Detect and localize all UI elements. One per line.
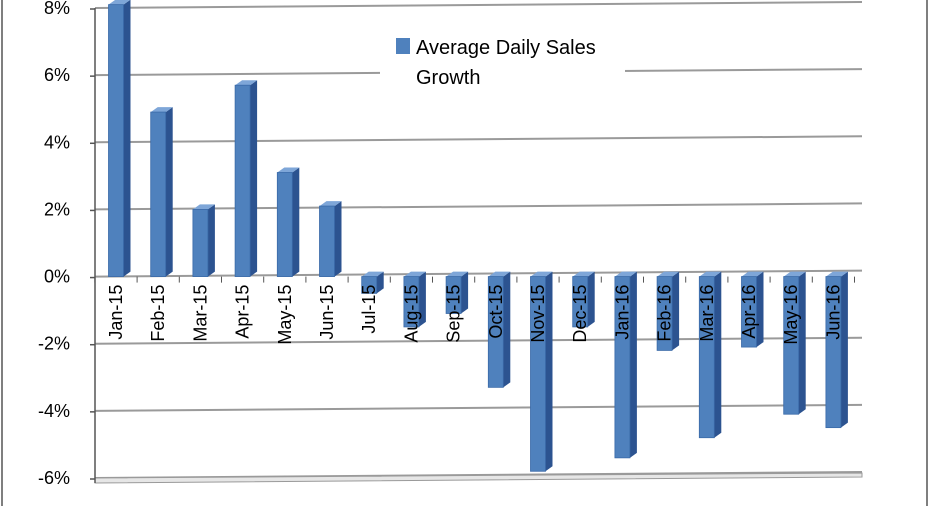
bar-side — [250, 80, 258, 277]
bar-top — [192, 204, 215, 210]
bar-top — [235, 80, 258, 86]
legend-label-line-1: Average Daily Sales — [416, 37, 596, 59]
x-category-label: Jan-15 — [106, 285, 126, 340]
gridline — [94, 403, 863, 412]
bar-side — [587, 271, 595, 327]
x-category-label: Jun-16 — [823, 285, 843, 340]
bar — [487, 276, 504, 388]
gridline — [94, 336, 863, 345]
bar — [108, 4, 124, 277]
bar-top — [783, 271, 806, 277]
bar-top — [403, 271, 426, 277]
bar — [656, 276, 673, 351]
bar-top — [530, 271, 553, 277]
bar-top — [150, 107, 173, 113]
x-category-label: Aug-15 — [401, 285, 421, 343]
x-category-label: Jun-15 — [317, 285, 337, 340]
bar — [741, 276, 757, 348]
bar-side — [123, 0, 131, 277]
bar-top — [446, 271, 469, 277]
x-category-label: May-15 — [275, 285, 295, 345]
bar — [530, 276, 546, 472]
bar-top — [488, 271, 511, 277]
x-category-labels: Jan-15 Feb-15 Mar-15 Apr-15 May-15 Jun-15 Jul-… — [106, 285, 843, 345]
bar-top — [319, 201, 342, 207]
bar-top — [825, 271, 848, 277]
x-category-label: Mar-15 — [190, 285, 210, 342]
bar-side — [545, 271, 553, 472]
bar-top — [657, 271, 680, 277]
legend: Average Daily Sales Growth — [380, 30, 625, 100]
x-category-label: Sep-15 — [444, 285, 464, 343]
x-category-label: May-16 — [781, 285, 801, 345]
legend-background — [380, 30, 625, 100]
x-category-label: Oct-15 — [486, 285, 506, 339]
x-category-label: Mar-16 — [697, 285, 717, 342]
x-category-label: Nov-15 — [528, 285, 548, 343]
gridline — [94, 1, 863, 9]
x-category-label: Dec-15 — [570, 285, 590, 343]
axes — [90, 8, 855, 483]
bar — [403, 276, 420, 328]
bar — [319, 205, 335, 277]
gridline — [94, 202, 863, 211]
bar-side — [461, 271, 469, 314]
gridline — [94, 269, 863, 278]
legend-label-line-2: Growth — [416, 67, 480, 89]
bar — [783, 276, 800, 415]
bar-side — [756, 271, 764, 348]
bar — [234, 84, 251, 277]
bar-side — [629, 271, 637, 458]
x-category-label: Feb-15 — [148, 285, 168, 342]
bar-side — [840, 271, 848, 428]
bar-side — [418, 271, 426, 327]
x-category-label: Jul-15 — [359, 285, 379, 334]
bar — [276, 172, 293, 277]
bar — [572, 276, 589, 328]
y-tick-label: 0% — [44, 267, 70, 287]
bars — [108, 0, 848, 472]
y-tick-label: 2% — [44, 199, 70, 219]
bar-side — [334, 201, 342, 277]
y-tick-label: 8% — [44, 0, 70, 18]
bar-side — [798, 271, 806, 415]
bar — [698, 276, 715, 439]
bar-side — [292, 167, 300, 277]
bar-side — [503, 271, 511, 388]
bar-side — [207, 204, 215, 277]
bar — [150, 111, 167, 277]
bar — [445, 276, 462, 314]
bar-top — [277, 167, 300, 173]
gridline — [94, 135, 863, 144]
bar-side — [672, 271, 680, 351]
x-category-label: Jan-16 — [612, 285, 632, 340]
bar-top — [108, 0, 130, 5]
bar-side — [714, 271, 722, 438]
y-tick-label: -2% — [38, 334, 70, 354]
bar-top — [699, 271, 722, 277]
y-tick-label: -4% — [38, 401, 70, 421]
y-tick-labels: -6% -4% -2% 0% 2% 4% 6% 8% — [38, 0, 70, 488]
bar-top — [572, 271, 595, 277]
bar — [614, 276, 631, 459]
bar-side — [376, 271, 384, 294]
x-category-label: Apr-16 — [739, 285, 759, 339]
y-tick-label: 4% — [44, 132, 70, 152]
y-tick-label: -6% — [38, 468, 70, 488]
bar-top — [614, 271, 637, 277]
bar — [192, 209, 209, 277]
bar — [361, 276, 378, 294]
bar — [825, 276, 842, 429]
bar-top — [741, 271, 764, 277]
x-category-label: Feb-16 — [655, 285, 675, 342]
bar-top — [361, 271, 384, 277]
legend-swatch — [396, 38, 410, 54]
y-tick-label: 6% — [44, 65, 70, 85]
bar-side — [165, 107, 173, 277]
x-category-label: Apr-15 — [233, 285, 253, 339]
